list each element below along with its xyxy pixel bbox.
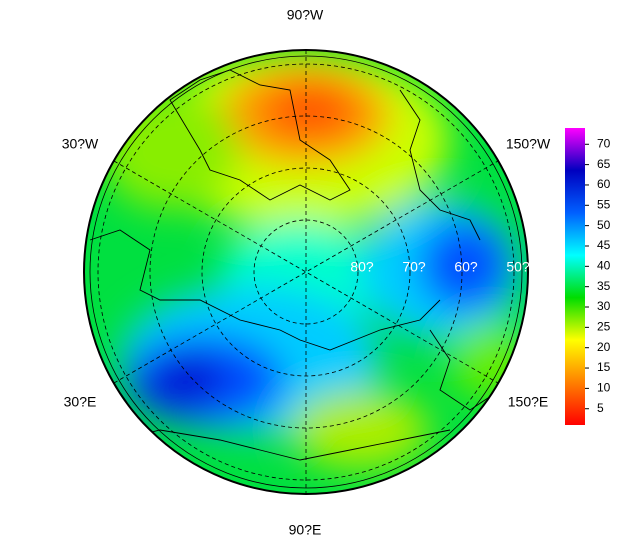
colorbar-tick-label: 25 <box>597 320 611 334</box>
longitude-label: 150?E <box>508 394 548 410</box>
colorbar-tick-label: 15 <box>597 360 611 374</box>
colorbar-tick-label: 30 <box>597 299 611 313</box>
colorbar-tick-label: 50 <box>597 218 611 232</box>
colorbar-tick-label: 65 <box>597 157 611 171</box>
colorbar-tick-label: 5 <box>597 401 604 415</box>
latitude-circle <box>201 167 411 377</box>
latitude-label: 50? <box>506 259 530 275</box>
colorbar-tick-label: 10 <box>597 381 611 395</box>
colorbar-tick-label: 55 <box>597 197 611 211</box>
latitude-circle <box>97 63 515 481</box>
graticule <box>97 50 515 494</box>
colorbar-tick-label: 45 <box>597 238 611 252</box>
colorbar-tick-label: 35 <box>597 279 611 293</box>
map-inner-border <box>89 55 523 489</box>
colorbar-tick-label: 40 <box>597 259 611 273</box>
colorbar-tick-label: 20 <box>597 340 611 354</box>
colorbar-ramp <box>565 128 585 425</box>
latitude-circle <box>149 115 463 429</box>
colorbar: 5 10 15 20 25 30 35 40 45 50 55 60 65 70 <box>565 128 611 425</box>
longitude-label: 30?E <box>64 394 97 410</box>
longitude-label: 90?W <box>287 7 324 23</box>
latitude-label: 70? <box>402 259 426 275</box>
latitude-label: 60? <box>454 259 478 275</box>
latitude-label: 80? <box>350 259 374 275</box>
colorbar-tick-label: 70 <box>597 136 611 150</box>
longitude-label: 30?W <box>62 136 99 152</box>
colorbar-tick-label: 60 <box>597 177 611 191</box>
latitude-circle <box>253 219 359 325</box>
longitude-label: 90?E <box>289 522 322 538</box>
longitude-label: 150?W <box>506 136 551 152</box>
map-border <box>83 49 529 495</box>
